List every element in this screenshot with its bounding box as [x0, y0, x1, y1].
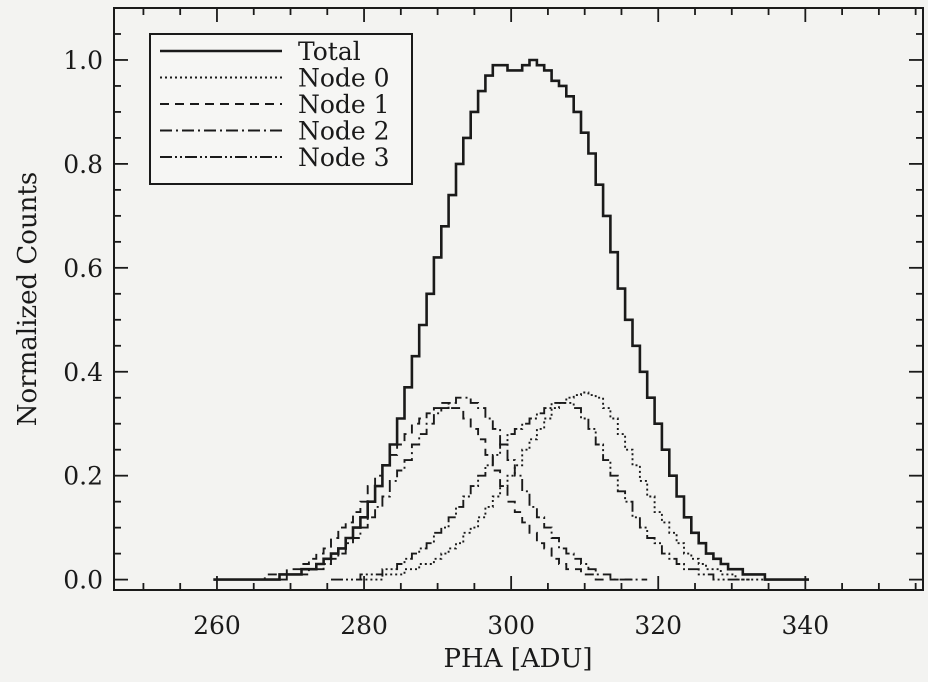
- plot-marks: [213, 58, 809, 581]
- plot-frame: [113, 7, 924, 591]
- x-tick-label: 300: [487, 611, 535, 640]
- legend-label-node-2: Node 2: [298, 117, 390, 146]
- series-line-total: [213, 58, 809, 581]
- legend-label-node-1: Node 1: [298, 90, 390, 119]
- y-tick-label: 0.4: [63, 358, 103, 387]
- x-axis-title: PHA [ADU]: [443, 644, 592, 674]
- x-tick-label: 280: [340, 611, 388, 640]
- y-tick-label: 0.0: [63, 566, 103, 595]
- x-tick-label: 340: [781, 611, 829, 640]
- x-tick-label: 320: [634, 611, 682, 640]
- legend-label-total: Total: [298, 37, 361, 66]
- series-line-node-1: [228, 401, 633, 581]
- series-line-node-0: [360, 391, 773, 581]
- y-tick-label: 0.8: [63, 150, 103, 179]
- legend-box: [149, 33, 413, 185]
- y-tick-label: 0.2: [63, 462, 103, 491]
- x-tick-label: 260: [193, 611, 241, 640]
- y-axis-title: Normalized Counts: [13, 172, 43, 426]
- series-line-node-2: [257, 396, 648, 581]
- y-tick-label: 0.6: [63, 254, 103, 283]
- axis-ticks: 260 280 300 320 340 0.0 0.2 0.4 0.6 0.8 1.0: [63, 7, 923, 640]
- y-tick-label: 1.0: [63, 46, 103, 75]
- legend-label-node-0: Node 0: [298, 64, 390, 93]
- series-line-node-3: [331, 401, 751, 581]
- legend-label-node-3: Node 3: [298, 143, 390, 172]
